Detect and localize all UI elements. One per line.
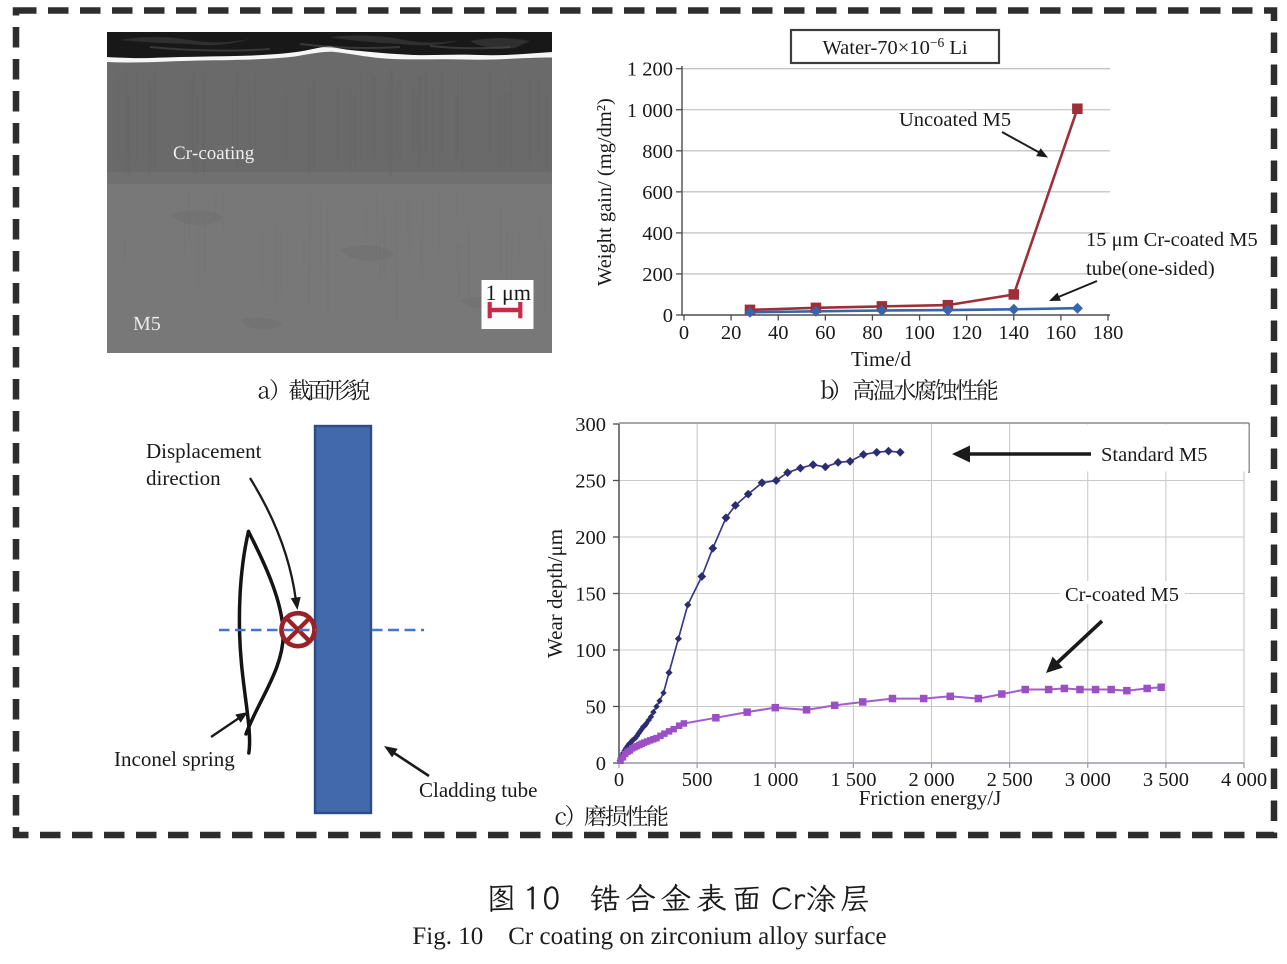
svg-text:Wear depth/μm: Wear depth/μm	[543, 529, 567, 658]
svg-text:Uncoated M5: Uncoated M5	[899, 109, 1011, 131]
svg-text:150: 150	[575, 584, 606, 606]
svg-text:3 500: 3 500	[1143, 769, 1189, 791]
svg-text:120: 120	[951, 322, 982, 344]
svg-text:1 000: 1 000	[752, 769, 798, 791]
svg-text:500: 500	[682, 769, 713, 791]
svg-text:250: 250	[575, 471, 606, 493]
svg-text:60: 60	[815, 322, 836, 344]
svg-text:2 000: 2 000	[908, 769, 954, 791]
svg-text:200: 200	[642, 264, 673, 286]
svg-text:0: 0	[596, 753, 606, 775]
svg-text:300: 300	[575, 414, 606, 436]
svg-text:80: 80	[862, 322, 883, 344]
svg-text:1 500: 1 500	[830, 769, 876, 791]
svg-text:tube(one-sided): tube(one-sided)	[1086, 258, 1215, 280]
svg-text:180: 180	[1093, 322, 1124, 344]
svg-text:50: 50	[586, 697, 607, 719]
svg-text:0: 0	[614, 769, 624, 791]
svg-text:800: 800	[642, 141, 673, 163]
svg-text:200: 200	[575, 527, 606, 549]
svg-text:Friction energy/J: Friction energy/J	[859, 786, 1002, 810]
svg-text:Inconel spring: Inconel spring	[114, 747, 235, 771]
svg-text:15 μm Cr-coated M5: 15 μm Cr-coated M5	[1086, 229, 1258, 251]
svg-text:160: 160	[1046, 322, 1077, 344]
svg-text:40: 40	[768, 322, 789, 344]
svg-text:Standard M5: Standard M5	[1101, 444, 1207, 466]
svg-text:Cladding tube: Cladding tube	[419, 778, 537, 802]
svg-text:Weight gain/ (mg/dm²): Weight gain/ (mg/dm²)	[594, 98, 616, 286]
svg-text:1 200: 1 200	[627, 59, 673, 81]
svg-text:100: 100	[575, 640, 606, 662]
svg-text:20: 20	[721, 322, 742, 344]
svg-text:0: 0	[663, 305, 673, 327]
svg-text:Water-70×10−6 Li: Water-70×10−6 Li	[822, 35, 967, 59]
svg-text:0: 0	[679, 322, 689, 344]
svg-text:2 500: 2 500	[987, 769, 1033, 791]
svg-text:direction: direction	[146, 466, 221, 490]
svg-text:100: 100	[904, 322, 935, 344]
svg-text:4 000: 4 000	[1221, 769, 1267, 791]
svg-text:140: 140	[998, 322, 1029, 344]
svg-text:Cr-coated M5: Cr-coated M5	[1065, 584, 1179, 606]
svg-text:400: 400	[642, 223, 673, 245]
svg-text:Time/d: Time/d	[851, 347, 911, 371]
svg-text:1 000: 1 000	[627, 100, 673, 122]
svg-text:Displacement: Displacement	[146, 439, 262, 463]
svg-text:3 000: 3 000	[1065, 769, 1111, 791]
svg-text:600: 600	[642, 182, 673, 204]
